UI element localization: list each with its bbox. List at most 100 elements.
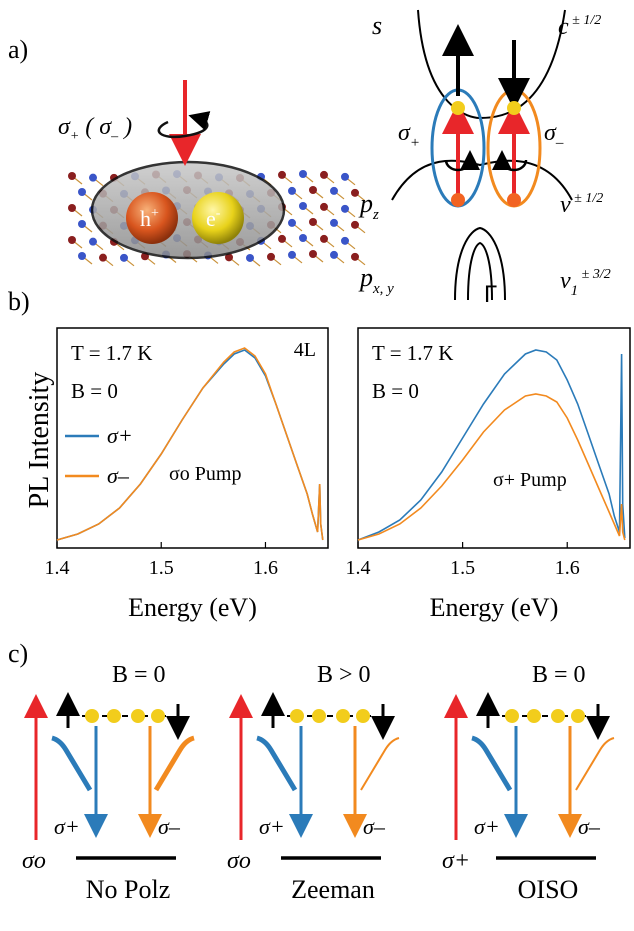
band-label-v1: v1 ± 3/2	[560, 267, 611, 299]
x-tick-label: 1.5	[149, 557, 174, 579]
pl-spectra: 1.4 1.5 1.6 Energy (eV) T = 1.7 K B = 0 4L σo P…	[45, 327, 631, 622]
lattice-atom	[68, 236, 76, 244]
x-axis-label: Energy (eV)	[430, 593, 559, 622]
chart-frame	[357, 327, 631, 549]
pump-label: σ+ ( σ– )	[58, 114, 132, 144]
field-annotation: B = 0	[71, 379, 118, 403]
panel-label-b: b)	[8, 287, 30, 316]
exciton-dot	[151, 709, 165, 723]
lattice-atom	[330, 250, 338, 259]
diagram-caption: Zeeman	[291, 875, 375, 904]
sigma-minus-photon-icon	[153, 735, 195, 792]
band-diagram	[391, 9, 573, 301]
lattice-atom	[78, 252, 86, 260]
band-sigma-plus: σ+	[398, 120, 420, 151]
temperature-annotation: T = 1.7 K	[71, 341, 152, 365]
lattice-atom	[288, 186, 296, 195]
series-line-sigma-minus	[357, 393, 626, 541]
panel-label-a: a)	[8, 35, 28, 64]
sigma-minus-photon-icon	[360, 737, 400, 791]
hole-dot-left	[451, 193, 465, 207]
band-label-pz: pz	[358, 189, 379, 223]
sigma-plus-photon-icon	[471, 735, 513, 792]
field-label: B = 0	[532, 662, 586, 688]
x-tick-label: 1.5	[450, 557, 475, 579]
lattice-atom	[78, 188, 86, 196]
x-tick-label: 1.6	[253, 557, 278, 579]
pump-label: σo	[227, 848, 251, 874]
lattice-atom	[68, 172, 76, 180]
chart-frame	[56, 327, 329, 549]
lattice-atom	[89, 173, 97, 182]
sigma-minus-photon-icon	[575, 737, 615, 791]
lattice-atom	[89, 237, 97, 246]
lattice-atom	[351, 220, 359, 229]
sigma-minus-label: σ–	[578, 814, 601, 839]
lattice-atom	[68, 204, 76, 212]
lattice-atom	[309, 250, 317, 258]
lattice-atom	[225, 253, 233, 262]
lattice-atom	[278, 170, 286, 179]
legend-label: σ–	[107, 463, 130, 488]
x-tick-label: 1.4	[45, 557, 70, 579]
field-annotation: B = 0	[372, 379, 419, 403]
exciton-dot	[290, 709, 304, 723]
exciton-dot	[336, 709, 350, 723]
valley-diagrams: σo B = 0 σ+ σ– No Polz σo B > 0 σ+ σ– Zeeman σ+ B =…	[22, 662, 615, 904]
valence-band-curve	[391, 159, 573, 201]
lattice-atom	[299, 234, 307, 243]
exciton-dot	[131, 709, 145, 723]
conduction-band-curve	[417, 9, 566, 120]
diagram-caption: No Polz	[86, 875, 171, 904]
panel-label-c: c)	[8, 639, 28, 668]
y-axis-label: PL Intensity	[24, 372, 55, 509]
electron-dot-left	[451, 101, 465, 115]
lattice-atom	[341, 204, 349, 213]
electron-dot-right	[507, 101, 521, 115]
hole-dot-right	[507, 193, 521, 207]
exciton-dot	[107, 709, 121, 723]
sigma-plus-label: σ+	[259, 814, 285, 839]
sigma-plus-label: σ+	[474, 814, 500, 839]
lattice-atom	[320, 170, 328, 179]
rotation-icon-right	[492, 150, 528, 172]
legend-label: σ+	[107, 423, 133, 448]
sigma-plus-label: σ+	[54, 814, 80, 839]
exciton-dot	[527, 709, 541, 723]
lattice-atom	[246, 253, 254, 262]
pump-label: σ+	[442, 848, 470, 874]
band-label-s: s	[372, 11, 382, 40]
sigma-minus-label: σ–	[158, 814, 181, 839]
lattice-atom	[309, 218, 317, 227]
gamma-label: Γ	[484, 281, 497, 308]
lattice-atom	[299, 202, 307, 211]
series-line-sigma-minus	[56, 347, 324, 541]
exciton-dot	[571, 709, 585, 723]
lattice-atom	[341, 236, 349, 245]
v1-band-inner	[467, 241, 493, 301]
lattice-atom	[351, 188, 359, 197]
electron-sphere	[192, 192, 244, 244]
exciton-disk	[90, 160, 286, 260]
lattice-atom	[320, 234, 328, 243]
lattice-illustration: h+ e- σ+ ( σ– )	[58, 80, 366, 267]
layer-annotation: 4L	[294, 339, 316, 361]
x-axis-label: Energy (eV)	[128, 593, 257, 622]
field-label: B > 0	[317, 662, 371, 688]
lattice-atom	[78, 220, 86, 228]
exciton-dot	[85, 709, 99, 723]
lattice-atom	[341, 172, 349, 181]
rotation-icon-left	[444, 150, 480, 172]
sigma-minus-label: σ–	[363, 814, 386, 839]
pump-annotation: σ+ Pump	[493, 469, 567, 491]
sigma-plus-photon-icon	[51, 735, 93, 792]
lattice-atom	[309, 186, 317, 195]
lattice-atom	[267, 252, 275, 261]
v1-band-outer	[454, 226, 506, 301]
exciton-dot	[505, 709, 519, 723]
hole-sphere	[126, 192, 178, 244]
pump-label: σo	[22, 848, 46, 874]
circular-polarization-icon	[157, 111, 211, 139]
lattice-atom	[320, 202, 328, 211]
